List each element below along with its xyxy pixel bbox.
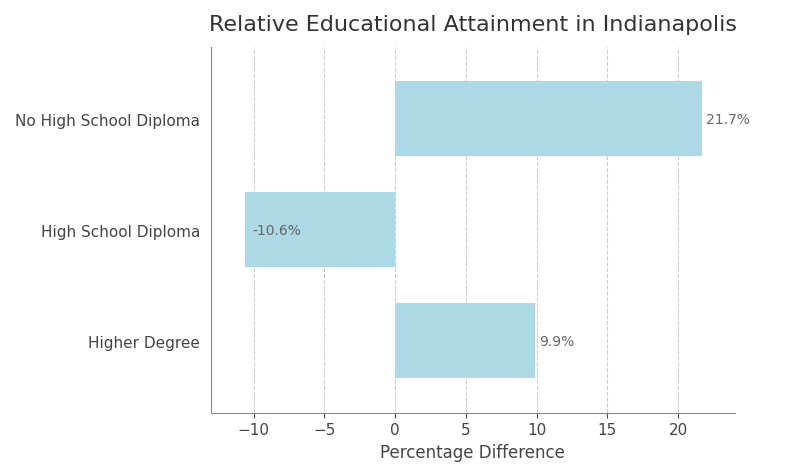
Title: Relative Educational Attainment in Indianapolis: Relative Educational Attainment in India… <box>209 15 737 35</box>
Text: 21.7%: 21.7% <box>706 112 750 127</box>
Bar <box>395 303 535 378</box>
Text: -10.6%: -10.6% <box>252 223 301 237</box>
Bar <box>395 82 702 157</box>
Text: 9.9%: 9.9% <box>539 334 574 348</box>
Bar <box>245 193 395 268</box>
X-axis label: Percentage Difference: Percentage Difference <box>381 443 566 461</box>
